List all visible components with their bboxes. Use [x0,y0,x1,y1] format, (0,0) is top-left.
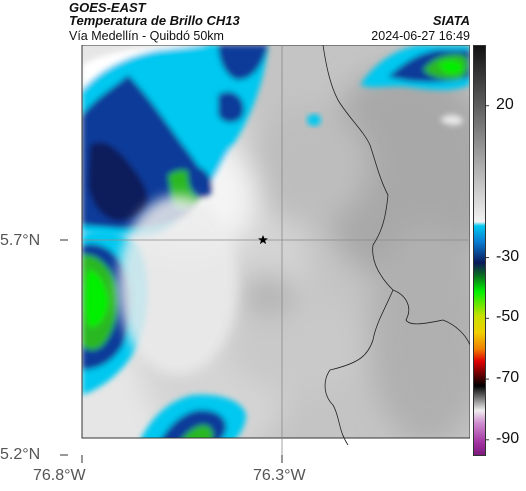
colorbar-tick-label: -70 [496,369,520,387]
colorbar-tick-label: 20 [496,95,514,113]
department-boundary [322,45,470,346]
colorbar-tick-label: -30 [496,247,520,265]
timestamp-label: 2024-06-27 16:49 [371,29,470,43]
agency-label: SIATA [432,13,470,28]
satellite-title: GOES-EAST [69,0,146,15]
lat-label-5-2: 5.2°N [0,446,41,463]
imagery-layer [82,45,470,438]
brightness-temperature-map [81,45,470,455]
star-icon [258,235,268,245]
colorbar [473,45,489,456]
product-title: Temperatura de Brillo CH13 [69,13,240,28]
lon-label-76-8: 76.8°W [33,467,86,484]
colorbar-tick-label: -90 [496,429,520,447]
route-subtitle: Vía Medellín - Quibdó 50km [69,29,224,43]
lon-label-76-3: 76.3°W [253,467,306,484]
lat-label-5-7: 5.7°N [0,232,41,249]
colorbar-tick-label: -50 [496,308,520,326]
department-boundary-2 [324,289,394,446]
